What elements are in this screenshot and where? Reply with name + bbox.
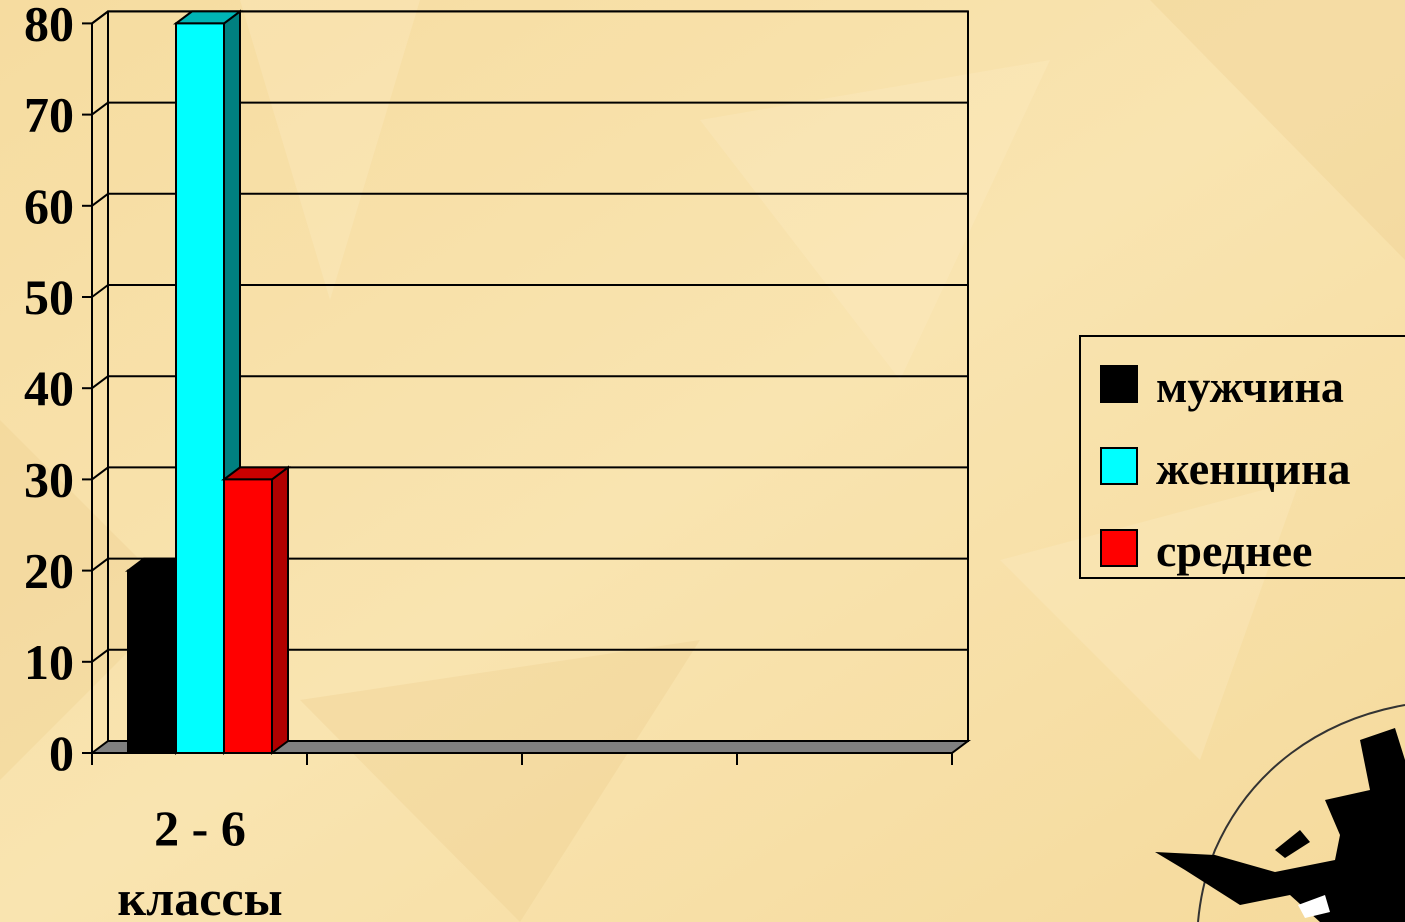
gridline-side-60	[91, 193, 109, 207]
gridline-side-20	[91, 557, 109, 572]
gridline-side-40	[91, 375, 109, 390]
y-tick-label-60: 60	[24, 178, 74, 234]
legend-frame	[1079, 335, 1405, 579]
y-tick-labels: 0 10 20 30 40 50 60 70 80	[24, 0, 74, 781]
legend-swatch-average	[1100, 529, 1138, 567]
y-tick-label-30: 30	[24, 451, 74, 507]
gridline-side-80	[91, 10, 109, 25]
bars	[125, 9, 291, 755]
y-tick-label-20: 20	[24, 543, 74, 599]
bar-front-1	[175, 22, 225, 754]
bar-front-2	[223, 478, 273, 754]
bar-2	[221, 465, 291, 755]
legend-swatch-male	[1100, 365, 1138, 403]
y-tick-label-40: 40	[24, 360, 74, 416]
legend: мужчина женщина среднее	[1079, 335, 1405, 579]
bar-front-0	[127, 569, 177, 754]
gridline-side-30	[91, 466, 109, 481]
gridline-side-70	[91, 101, 109, 116]
y-tick-label-80: 80	[24, 0, 74, 51]
y-tick-label-0: 0	[49, 725, 74, 781]
y-tick-label-10: 10	[24, 634, 74, 690]
x-category-label-line-2: классы	[117, 870, 282, 922]
y-tick-label-50: 50	[24, 269, 74, 325]
bar-side-2	[271, 465, 289, 755]
witch-silhouette-icon	[1155, 704, 1405, 922]
legend-label-male: мужчина	[1156, 361, 1344, 412]
gridline-side-50	[91, 284, 109, 298]
legend-label-average: среднее	[1156, 525, 1312, 576]
gridline-side-10	[91, 648, 109, 663]
legend-label-female: женщина	[1156, 443, 1351, 494]
y-tick-label-70: 70	[24, 87, 74, 143]
legend-swatch-female	[1100, 447, 1138, 485]
x-category-label-line-1: 2 - 6	[154, 800, 246, 856]
